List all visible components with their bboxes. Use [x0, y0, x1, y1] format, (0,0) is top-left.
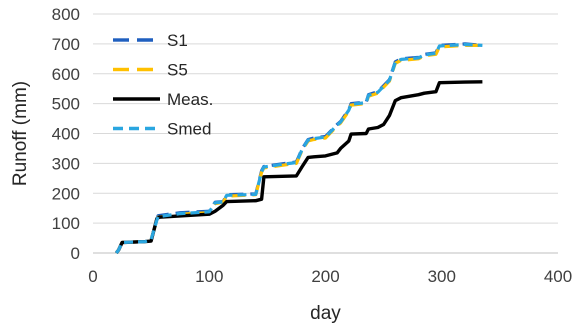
legend-label: S5: [167, 61, 188, 80]
y-tick-label: 400: [52, 125, 80, 144]
x-axis-title: day: [310, 303, 341, 324]
y-tick-label: 600: [52, 65, 80, 84]
y-axis-title: Runoff (mm): [10, 81, 31, 186]
y-tick-label: 100: [52, 214, 80, 233]
x-tick-label: 100: [195, 267, 223, 286]
x-tick-label: 200: [311, 267, 339, 286]
y-tick-label: 200: [52, 184, 80, 203]
legend-label: S1: [167, 31, 188, 50]
series-line-smed: [115, 42, 483, 254]
y-tick-label: 300: [52, 154, 80, 173]
series-lines: [114, 42, 483, 255]
legend-label: Smed: [167, 120, 211, 139]
y-tick-label: 500: [52, 95, 80, 114]
x-tick-label: 400: [544, 267, 572, 286]
x-tick-label: 0: [88, 267, 97, 286]
legend: S1 S5 Meas. Smed: [113, 31, 213, 139]
x-tick-label: 300: [428, 267, 456, 286]
y-tick-label: 700: [52, 35, 80, 54]
y-tick-label: 0: [71, 244, 80, 263]
axes: 0 100 200 300 400 500 600 700 800 0 100 200 300 400: [52, 5, 573, 286]
y-tick-label: 800: [52, 5, 80, 24]
legend-label: Meas.: [167, 90, 213, 109]
gridlines: [93, 13, 558, 224]
